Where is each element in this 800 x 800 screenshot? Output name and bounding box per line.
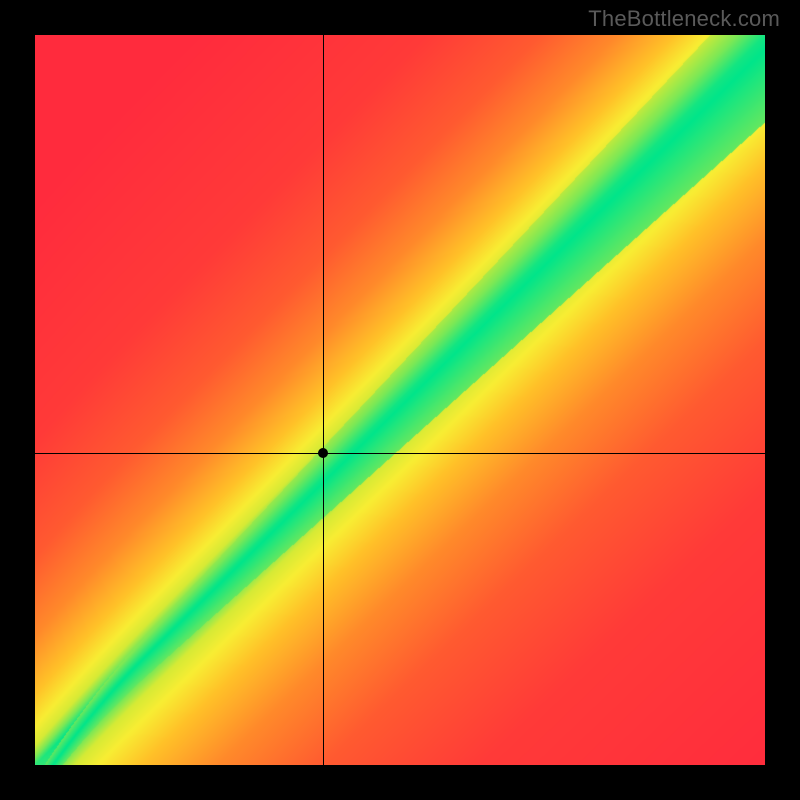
crosshair-marker xyxy=(318,448,328,458)
heatmap-canvas xyxy=(35,35,765,765)
plot-area xyxy=(35,35,765,765)
crosshair-vertical xyxy=(323,35,324,765)
watermark-text: TheBottleneck.com xyxy=(588,6,780,32)
chart-container: TheBottleneck.com xyxy=(0,0,800,800)
crosshair-horizontal xyxy=(35,453,765,454)
